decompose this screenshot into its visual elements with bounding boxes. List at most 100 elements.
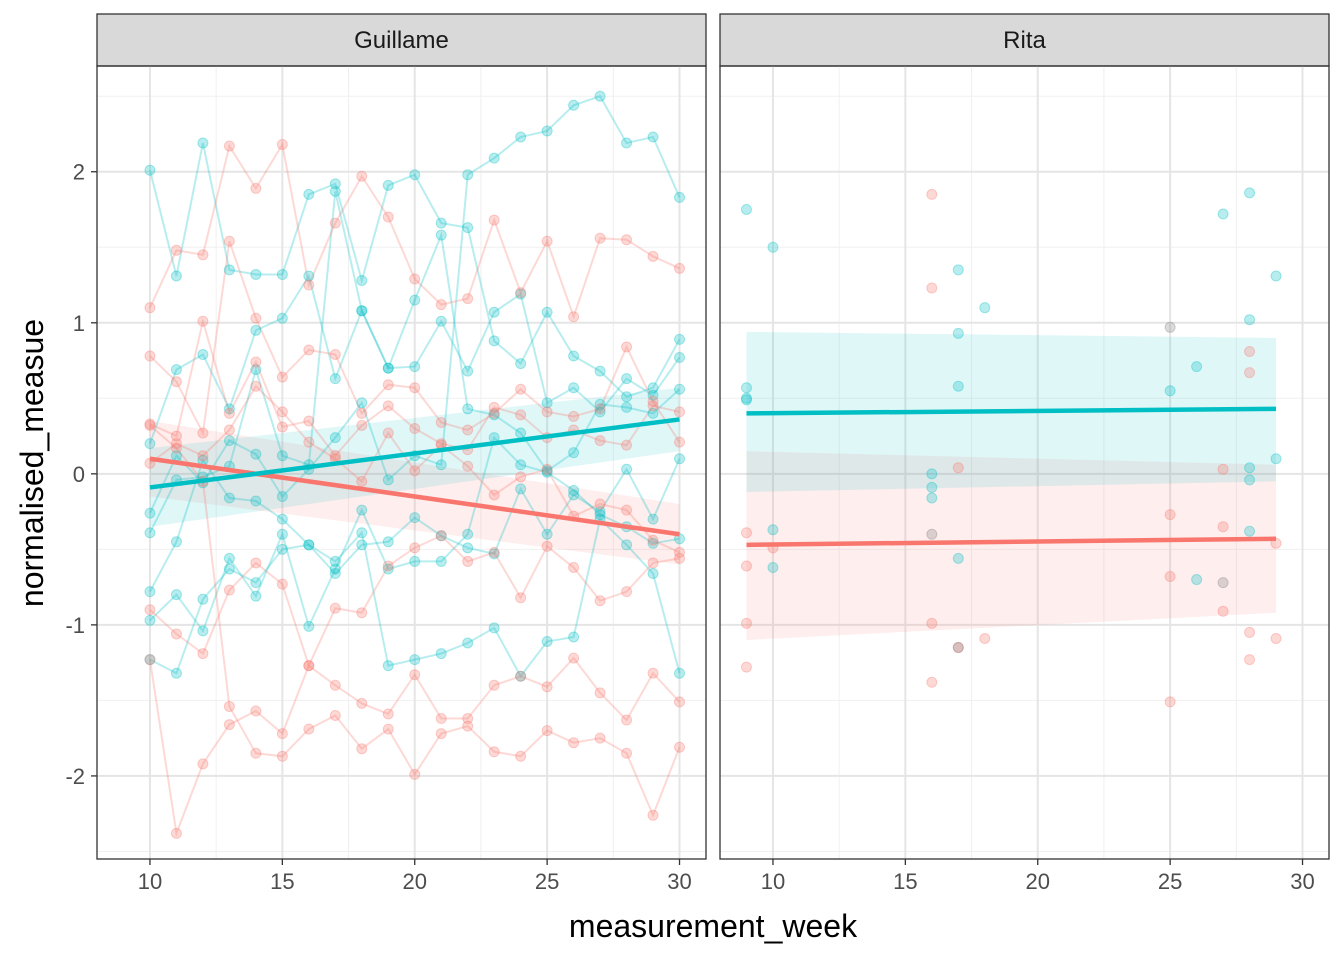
data-point — [594, 506, 606, 518]
data-point — [1244, 474, 1256, 486]
data-point — [462, 424, 474, 436]
data-point — [223, 492, 235, 504]
data-point — [409, 361, 421, 373]
data-point — [409, 555, 421, 567]
data-point — [952, 380, 964, 392]
data-point — [250, 705, 262, 717]
data-point — [515, 750, 527, 762]
data-point — [170, 376, 182, 388]
data-point — [462, 555, 474, 567]
x-axis-rita: 10 15 20 25 30 — [761, 859, 1315, 894]
data-point — [594, 595, 606, 607]
data-point — [462, 637, 474, 649]
data-point — [409, 423, 421, 435]
data-point — [515, 409, 527, 421]
strip-background-guillame — [96, 13, 707, 67]
data-point — [250, 380, 262, 392]
data-point — [276, 578, 288, 590]
data-point — [170, 536, 182, 548]
data-point — [435, 648, 447, 660]
data-point — [647, 557, 659, 569]
x-tick-label-guillame: 25 — [535, 869, 559, 894]
data-point — [674, 333, 686, 345]
series-line-guillame-group2-subject-1 — [148, 142, 681, 398]
data-point — [462, 365, 474, 377]
series-line-guillame-group1-subject-4 — [149, 384, 680, 554]
series-line-guillame-group2-subject-4 — [149, 435, 680, 634]
data-point — [409, 169, 421, 181]
data-point — [926, 676, 938, 688]
series-points-guillame — [144, 90, 686, 839]
x-tick-label-guillame: 15 — [270, 869, 294, 894]
data-point — [382, 362, 394, 374]
data-point — [1164, 696, 1176, 708]
data-point — [144, 419, 156, 431]
ci-bands-guillame — [149, 387, 680, 565]
data-point — [382, 560, 394, 572]
data-point — [515, 427, 527, 439]
x-tick-label-guillame: 20 — [402, 869, 426, 894]
data-point — [594, 90, 606, 102]
data-point — [1191, 361, 1203, 373]
data-point — [435, 713, 447, 725]
trend-lines-guillame — [149, 417, 680, 537]
data-point — [515, 670, 527, 682]
data-point — [740, 382, 752, 394]
data-point — [647, 250, 659, 262]
data-point — [740, 392, 752, 404]
data-point — [409, 512, 421, 524]
data-point — [382, 379, 394, 391]
data-point — [382, 427, 394, 439]
data-point — [435, 299, 447, 311]
data-point — [303, 344, 315, 356]
data-point — [276, 543, 288, 555]
data-point — [594, 732, 606, 744]
data-point — [356, 407, 368, 419]
data-point — [144, 438, 156, 450]
data-point — [382, 362, 394, 374]
trend-line-rita-group1-trend — [746, 536, 1277, 548]
data-point — [303, 539, 315, 551]
series-line-guillame-group1-subject-2 — [149, 240, 681, 443]
data-point — [170, 628, 182, 640]
data-point — [621, 586, 633, 598]
series-line-guillame-group1-subject-1 — [149, 141, 680, 320]
data-point — [568, 489, 580, 501]
data-point — [462, 169, 474, 181]
data-point — [223, 563, 235, 575]
data-point — [276, 371, 288, 383]
data-point — [329, 710, 341, 722]
data-point — [303, 279, 315, 291]
data-point — [1217, 521, 1229, 533]
data-point — [276, 728, 288, 740]
data-point — [568, 484, 580, 496]
data-point — [409, 294, 421, 306]
data-point — [568, 350, 580, 362]
x-tick-label-guillame: 30 — [667, 869, 691, 894]
data-point — [568, 652, 580, 664]
data-point — [223, 424, 235, 436]
data-point — [621, 539, 633, 551]
trend-line-guillame-group1-trend — [149, 456, 680, 537]
data-point — [647, 395, 659, 407]
strip-label-guillame: Guillame — [354, 27, 449, 54]
data-point — [329, 602, 341, 614]
data-point — [541, 725, 553, 737]
data-point — [926, 481, 938, 493]
data-point — [541, 681, 553, 693]
data-point — [329, 217, 341, 229]
data-point — [568, 737, 580, 749]
data-point — [223, 700, 235, 712]
data-point — [144, 654, 156, 666]
data-point — [621, 341, 633, 353]
data-point — [647, 131, 659, 143]
data-point — [515, 287, 527, 299]
data-point — [382, 179, 394, 191]
data-point — [276, 312, 288, 324]
data-point — [197, 315, 209, 327]
data-point — [1217, 208, 1229, 220]
x-axis-title: measurement_week — [569, 908, 858, 944]
data-point — [329, 373, 341, 385]
data-point — [170, 589, 182, 601]
